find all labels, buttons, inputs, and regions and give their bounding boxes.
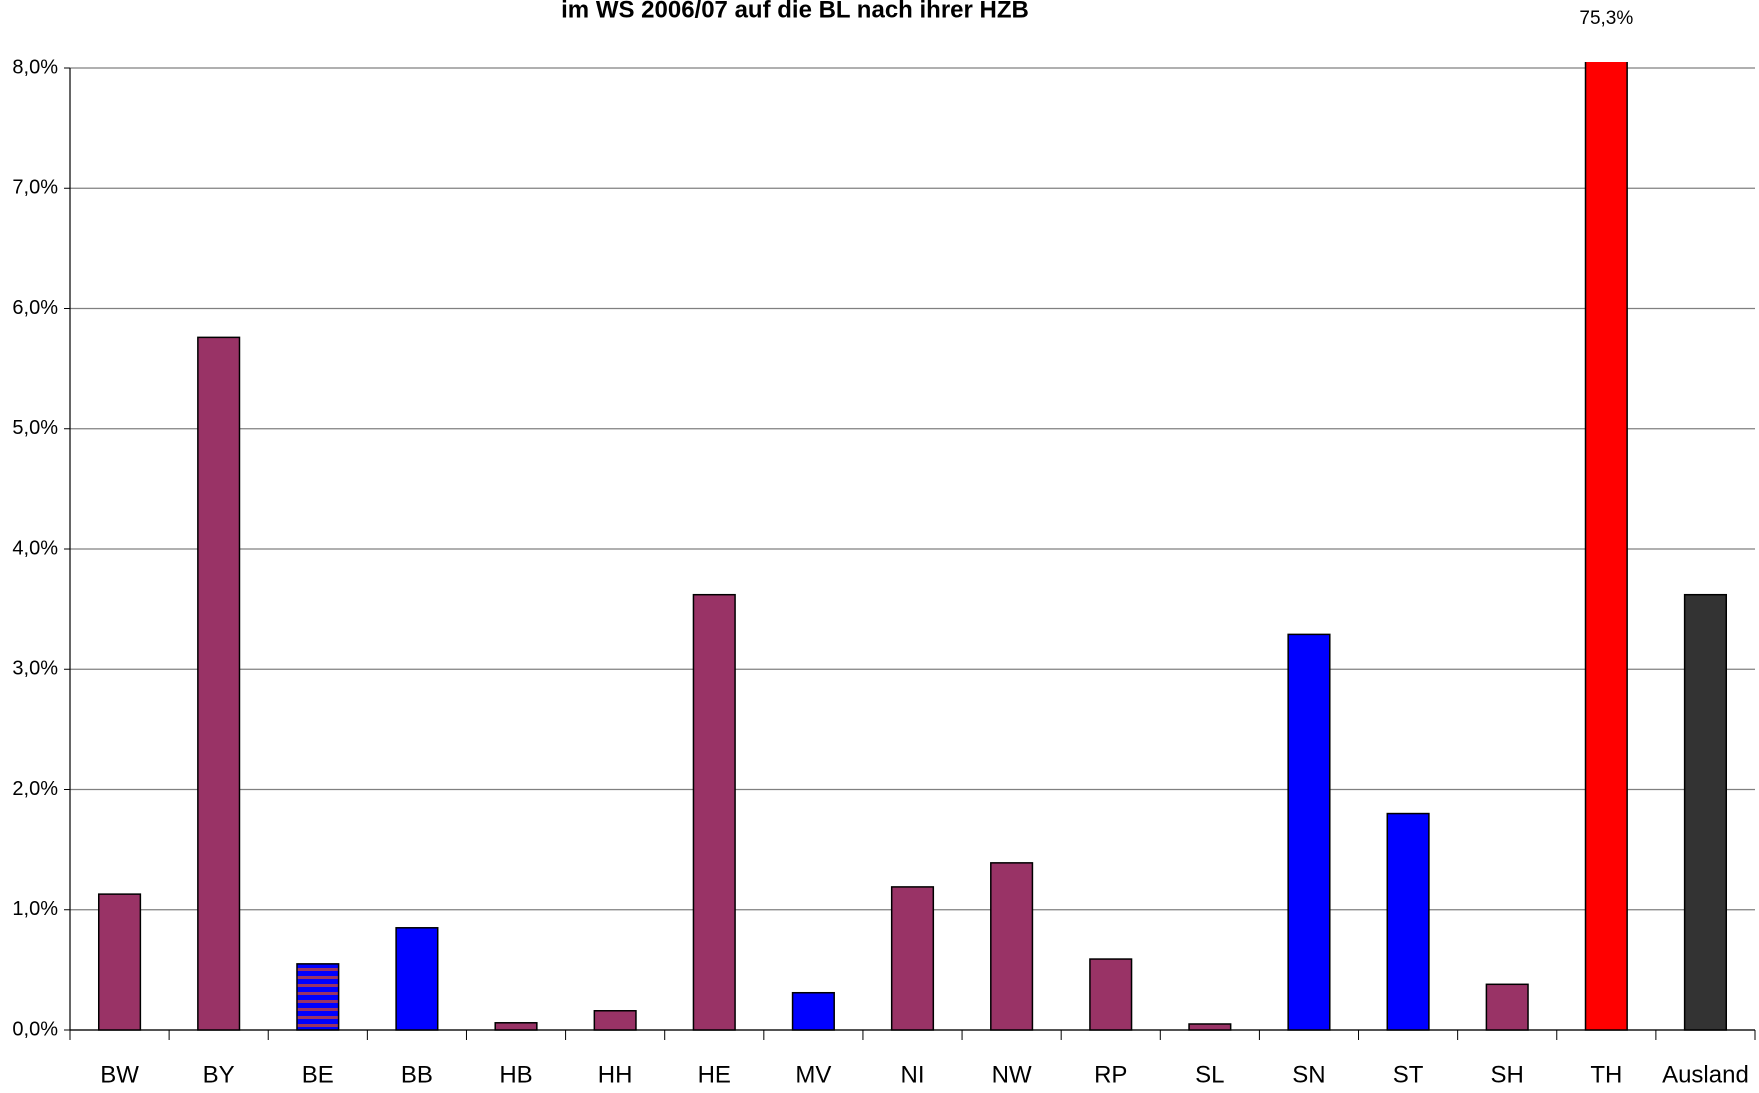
x-tick-label: TH bbox=[1590, 1061, 1622, 1088]
bar bbox=[494, 1022, 538, 1031]
x-tick-label: RP bbox=[1094, 1061, 1127, 1088]
y-tick-label: 7,0% bbox=[12, 177, 58, 199]
value-label: 75,3% bbox=[1579, 8, 1633, 29]
x-tick-label: NI bbox=[901, 1061, 925, 1088]
bar bbox=[692, 593, 736, 1031]
x-tick-label: Ausland bbox=[1662, 1061, 1749, 1088]
x-tick-label: SH bbox=[1491, 1061, 1524, 1088]
x-tick-label: BB bbox=[401, 1061, 433, 1088]
y-tick-label: 5,0% bbox=[12, 417, 58, 439]
bar bbox=[1683, 593, 1728, 1031]
x-tick-label: SL bbox=[1195, 1061, 1224, 1088]
x-tick-label: NW bbox=[992, 1061, 1032, 1088]
bar bbox=[1584, 62, 1628, 1031]
chart-title: im WS 2006/07 auf die BL nach ihrer HZB bbox=[561, 0, 1029, 23]
bar bbox=[395, 927, 439, 1031]
x-tick-label: MV bbox=[795, 1061, 831, 1088]
y-tick-label: 4,0% bbox=[12, 537, 58, 559]
x-tick-label: BW bbox=[100, 1061, 139, 1088]
x-tick-label: BY bbox=[203, 1061, 235, 1088]
bar bbox=[990, 862, 1034, 1031]
bar bbox=[97, 893, 142, 1031]
x-tick-label: SN bbox=[1292, 1061, 1325, 1088]
bar bbox=[1386, 812, 1430, 1031]
y-tick-label: 8,0% bbox=[12, 56, 58, 78]
bar bbox=[890, 886, 935, 1031]
bar bbox=[197, 336, 241, 1031]
x-tick-label: HB bbox=[499, 1061, 532, 1088]
y-tick-label: 0,0% bbox=[12, 1018, 58, 1040]
x-tick-label: HH bbox=[598, 1061, 633, 1088]
bar bbox=[593, 1010, 637, 1031]
bar bbox=[296, 963, 340, 1031]
x-tick-label: ST bbox=[1393, 1061, 1424, 1088]
x-tick-label: BE bbox=[302, 1061, 334, 1088]
bar bbox=[791, 991, 835, 1031]
x-tick-label: HE bbox=[698, 1061, 731, 1088]
y-tick-label: 3,0% bbox=[12, 658, 58, 680]
bar bbox=[1485, 983, 1529, 1031]
bar bbox=[1089, 958, 1133, 1031]
bar bbox=[1188, 1023, 1232, 1031]
bars bbox=[97, 62, 1728, 1031]
bar bbox=[1287, 633, 1331, 1031]
y-tick-label: 2,0% bbox=[12, 778, 58, 800]
y-tick-label: 1,0% bbox=[12, 898, 58, 920]
y-tick-label: 6,0% bbox=[12, 297, 58, 319]
